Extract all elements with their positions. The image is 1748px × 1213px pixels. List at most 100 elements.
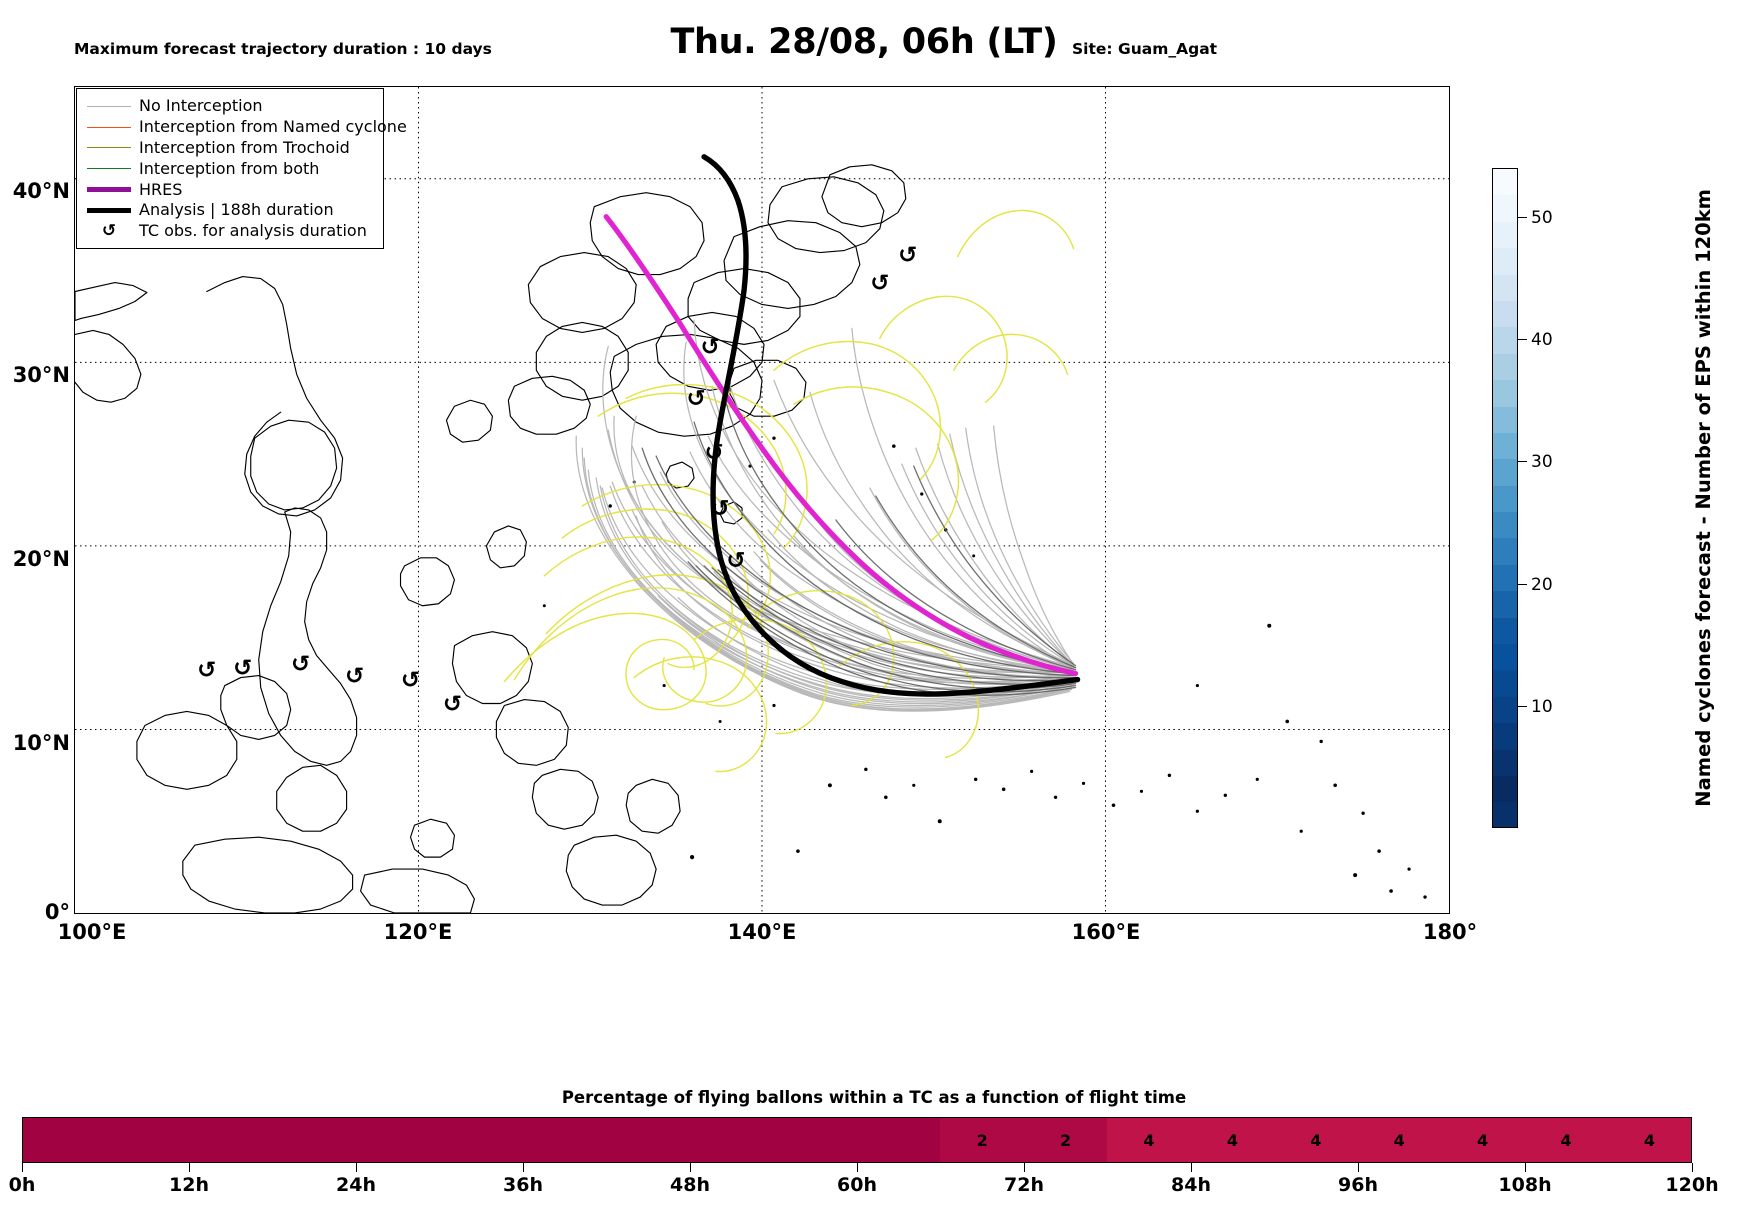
colorbar-segment	[1493, 459, 1517, 486]
ytick-label-0: 0°	[44, 900, 70, 924]
percentage-bar-tick	[1692, 1163, 1693, 1172]
percentage-bar-tick	[1358, 1163, 1359, 1172]
colorbar-segment	[1493, 564, 1517, 592]
analysis-trajectory	[701, 154, 1081, 697]
colorbar-segment	[1493, 221, 1517, 249]
legend-swatch-hres	[85, 187, 133, 193]
small-islands	[542, 436, 1427, 899]
percentage-bar-cell: 4	[1107, 1118, 1191, 1162]
ytick-label-30N: 30°N	[12, 363, 70, 387]
legend-label-trochoid: Interception from Trochoid	[139, 137, 350, 157]
colorbar-segment	[1493, 274, 1517, 301]
colorbar-tick-label: 30	[1531, 452, 1553, 473]
colorbar-axis-label: Named cyclones forecast - Number of EPS …	[1690, 168, 1716, 828]
legend-item-hres[interactable]: HRES	[85, 179, 375, 200]
legend-swatch-both	[85, 168, 133, 170]
percentage-bar-tick	[690, 1163, 691, 1172]
percentage-bar-cell	[356, 1118, 441, 1162]
map-legend: No Interception Interception from Named …	[76, 88, 407, 249]
percentage-bar-cell: 4	[1440, 1118, 1525, 1162]
percentage-bar-cell	[23, 1118, 107, 1162]
colorbar-segment	[1493, 432, 1517, 460]
percentage-bar-tick-label: 84h	[1171, 1174, 1211, 1196]
legend-label-tc-observation: TC obs. for analysis duration	[139, 221, 367, 241]
svg-text:↺: ↺	[233, 656, 252, 682]
percentage-bar-tick-label: 60h	[837, 1174, 877, 1196]
colorbar-segment	[1493, 353, 1517, 381]
legend-item-trochoid[interactable]: Interception from Trochoid	[85, 138, 375, 159]
percentage-bar-tick-label: 12h	[169, 1174, 209, 1196]
colorbar-segment	[1493, 802, 1517, 827]
percentage-bar-cell	[606, 1118, 691, 1162]
percentage-bar-cell	[189, 1118, 274, 1162]
svg-text:↺: ↺	[726, 548, 745, 574]
page-title-text: Thu. 28/08, 06h (LT)	[670, 22, 1058, 62]
percentage-bar-cell: 4	[1274, 1118, 1358, 1162]
legend-swatch-analysis	[85, 207, 133, 213]
xtick-label-180: 180°	[1422, 920, 1478, 944]
svg-text:↺: ↺	[870, 271, 889, 297]
svg-text:↺: ↺	[700, 334, 719, 360]
percentage-bar-cell: 4	[1190, 1118, 1275, 1162]
colorbar-segment	[1493, 644, 1517, 671]
percentage-bar-cell	[773, 1118, 858, 1162]
legend-item-analysis[interactable]: Analysis | 188h duration	[85, 200, 375, 221]
percentage-bar-cell	[523, 1118, 607, 1162]
colorbar-gradient	[1492, 168, 1518, 828]
colorbar-segment	[1493, 485, 1517, 513]
colorbar-segment	[1493, 696, 1517, 724]
colorbar-segment	[1493, 327, 1517, 354]
svg-text:↺: ↺	[345, 664, 364, 690]
colorbar-tick-label: 20	[1531, 574, 1553, 595]
percentage-bar-tick-label: 72h	[1004, 1174, 1044, 1196]
colorbar-segment	[1493, 512, 1517, 539]
ytick-label-40N: 40°N	[12, 179, 70, 203]
percentage-bar-tick	[857, 1163, 858, 1172]
percentage-bar-cell	[857, 1118, 941, 1162]
colorbar-segment	[1493, 195, 1517, 222]
percentage-bar-cell: 4	[1357, 1118, 1441, 1162]
colorbar-segment	[1493, 248, 1517, 275]
cyclone-icon: ↺	[85, 220, 133, 241]
percentage-bar-cell: 4	[1607, 1118, 1691, 1162]
percentage-bar-tick	[189, 1163, 190, 1172]
svg-text:↺: ↺	[443, 691, 462, 717]
legend-swatch-trochoid	[85, 147, 133, 149]
legend-label-no-interception: No Interception	[139, 96, 263, 116]
colorbar-tick-label: 40	[1531, 330, 1553, 351]
legend-item-tc-observation[interactable]: ↺ TC obs. for analysis duration	[85, 221, 375, 242]
percentage-bar-caption: Percentage of flying ballons within a TC…	[0, 1088, 1748, 1107]
svg-text:↺: ↺	[710, 496, 729, 522]
site-line: Site: Guam_Agat	[1072, 40, 1218, 59]
percentage-bar-ticks	[22, 1163, 1693, 1173]
xtick-label-160E: 160°E	[1071, 920, 1141, 944]
colorbar-segment	[1493, 169, 1517, 196]
legend-item-named-cyclone[interactable]: Interception from Named cyclone	[85, 117, 407, 138]
legend-item-no-interception[interactable]: No Interception	[85, 96, 375, 117]
colorbar-tick	[1518, 339, 1527, 341]
legend-label-both: Interception from both	[139, 158, 320, 178]
hres-trajectory	[603, 214, 1079, 677]
map-gridlines	[75, 87, 1449, 913]
xtick-label-120E: 120°E	[383, 920, 453, 944]
percentage-bar-cell: 2	[1023, 1118, 1108, 1162]
percentage-bar-cell: 2	[940, 1118, 1024, 1162]
svg-text:↺: ↺	[401, 668, 420, 694]
cyclone-glyph: ↺	[101, 220, 117, 241]
colorbar-segment	[1493, 300, 1517, 328]
legend-label-named-cyclone: Interception from Named cyclone	[139, 117, 407, 137]
percentage-bar-tick-label: 108h	[1498, 1174, 1552, 1196]
percentage-bar-tick-label: 120h	[1665, 1174, 1719, 1196]
colorbar-tick	[1518, 461, 1527, 463]
svg-text:↺: ↺	[686, 386, 705, 412]
svg-text:↺: ↺	[197, 658, 216, 684]
percentage-bar-cell	[106, 1118, 190, 1162]
legend-item-both[interactable]: Interception from both	[85, 158, 375, 179]
colorbar-segment	[1493, 538, 1517, 565]
colorbar: 10 20 30 40 50	[1492, 168, 1553, 828]
ytick-label-20N: 20°N	[12, 547, 70, 571]
page-title: Thu. 28/08, 06h (LT)	[0, 22, 1748, 62]
colorbar-tick	[1518, 583, 1527, 585]
colorbar-segment	[1493, 670, 1517, 697]
